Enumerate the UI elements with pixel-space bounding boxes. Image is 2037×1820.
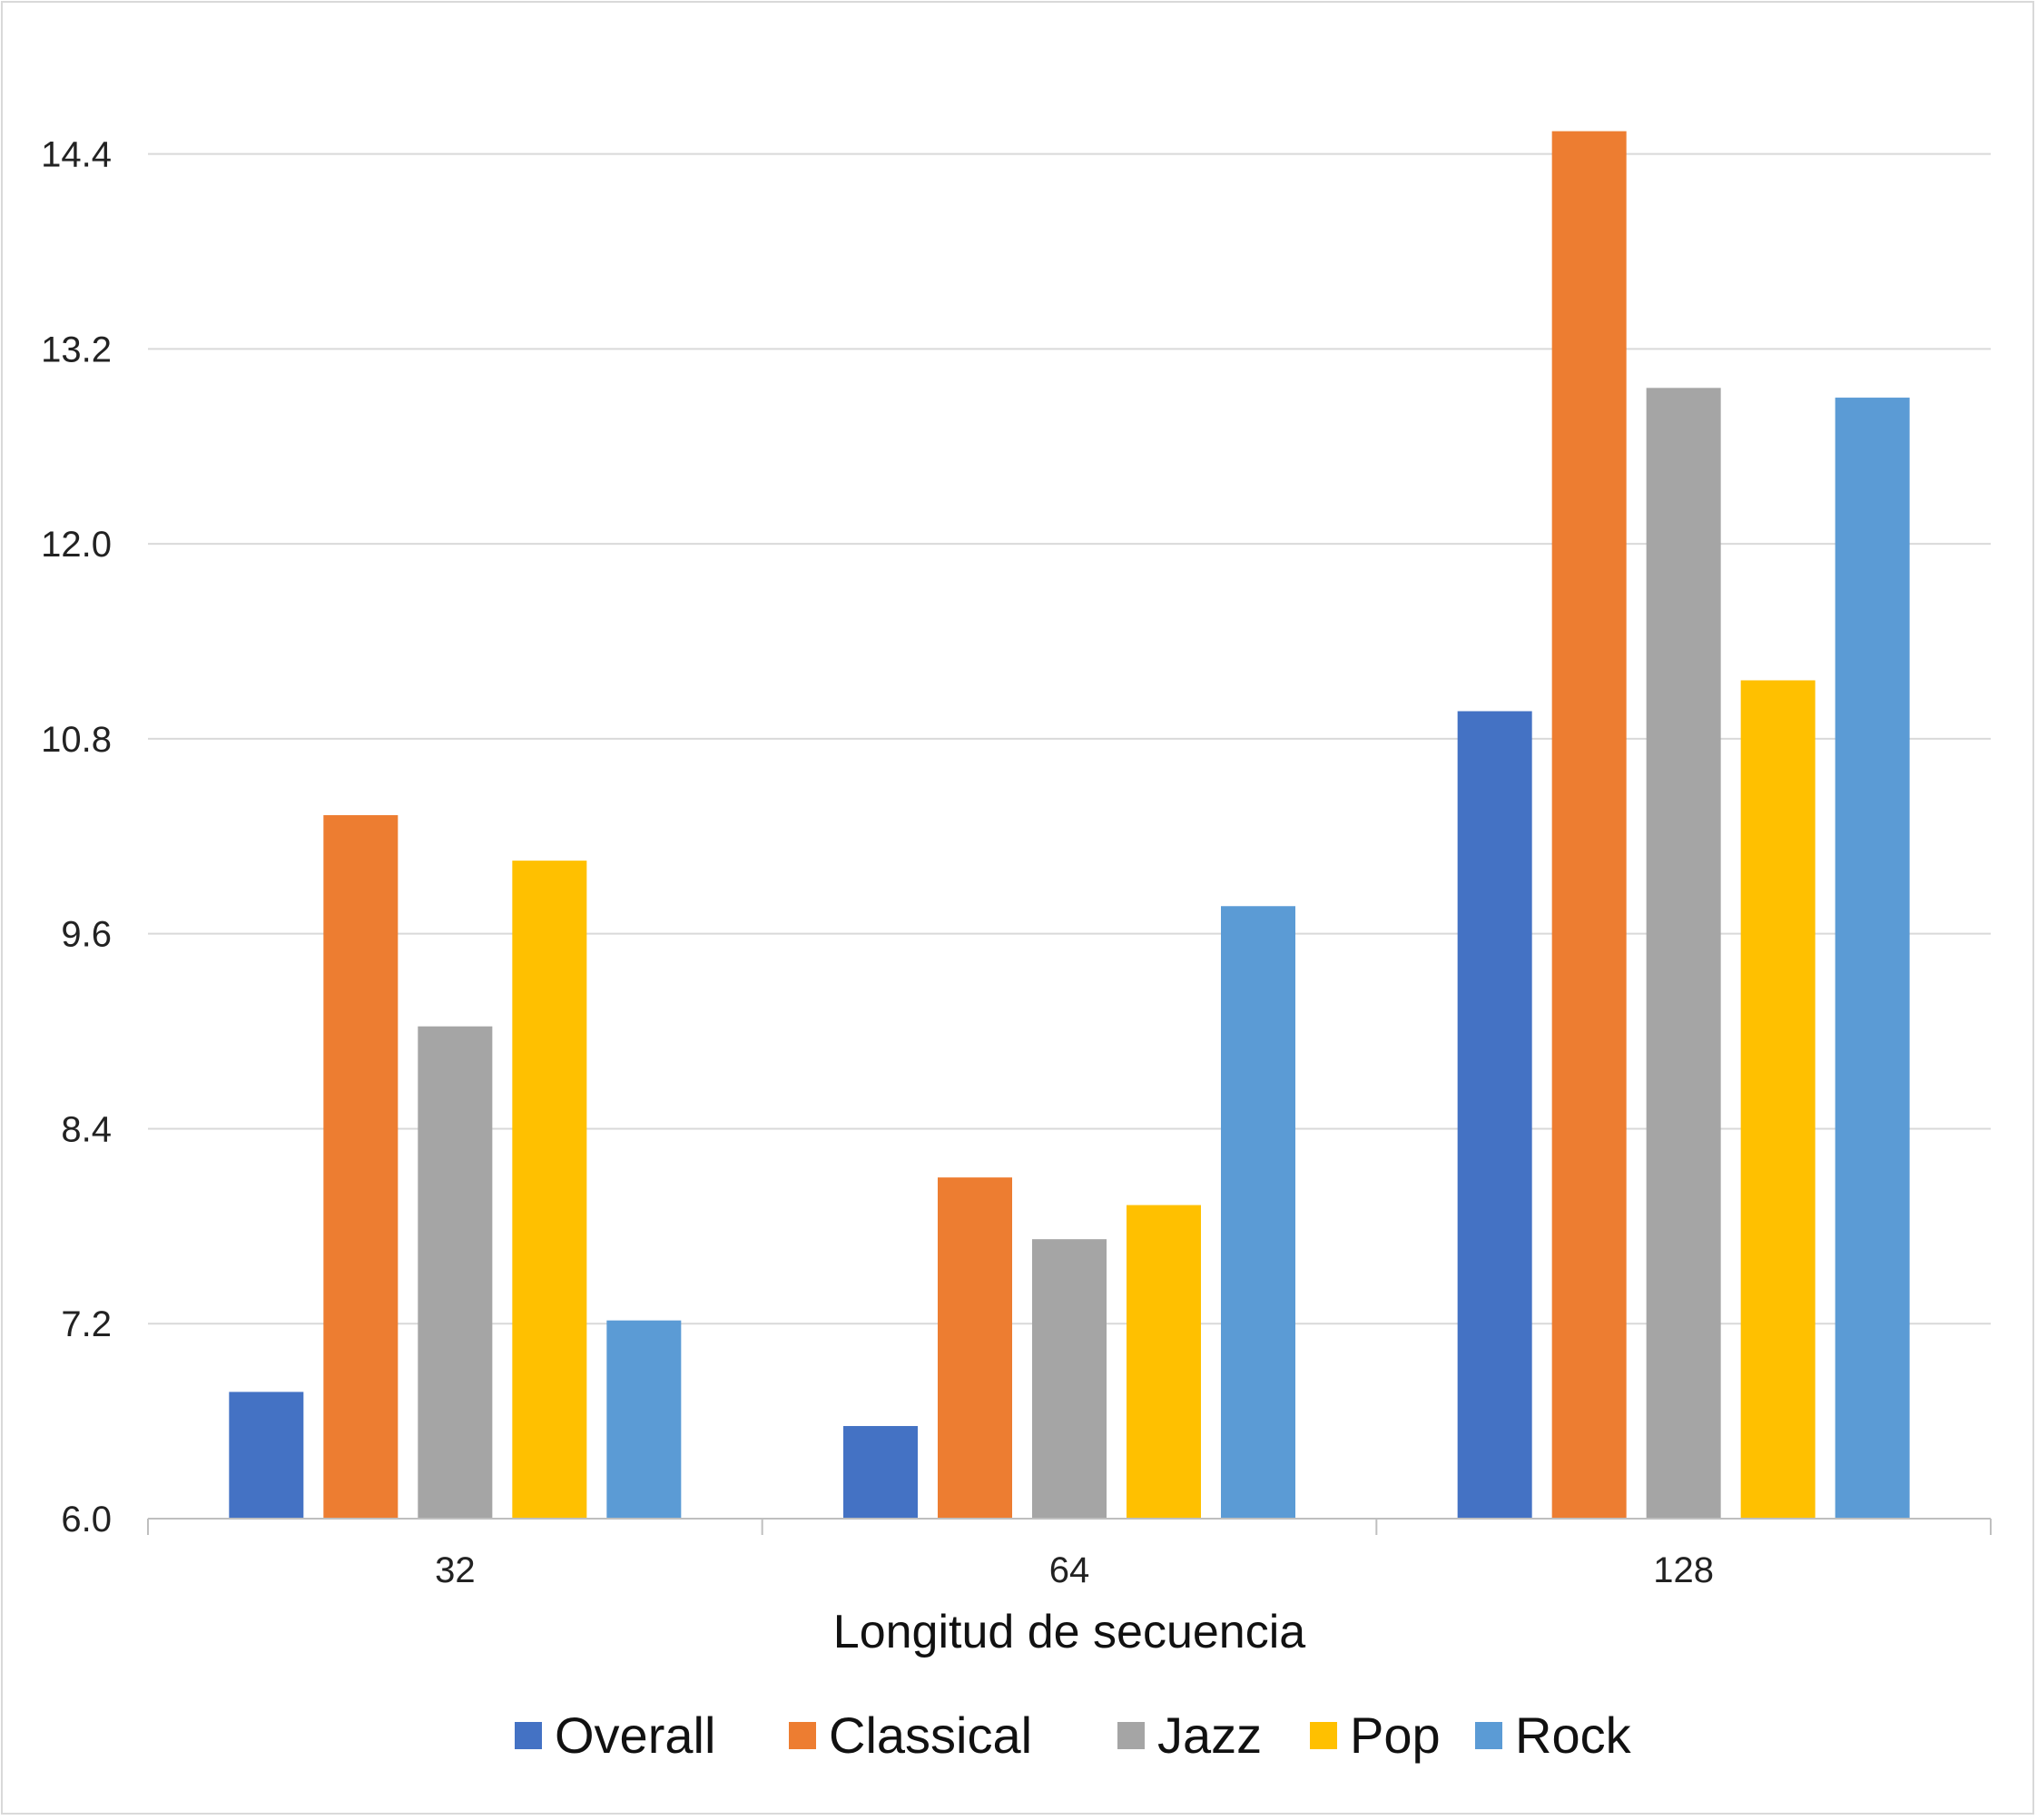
bar-rock-128 [1835,398,1910,1519]
y-tick-label: 12.0 [41,525,112,565]
y-tick-label: 6.0 [61,1500,112,1540]
bar-classical-128 [1551,131,1627,1520]
x-axis-title: Longitud de secuencia [833,1606,1305,1658]
legend-label-rock: Rock [1515,1707,1632,1764]
bar-classical-32 [323,815,399,1519]
bar-jazz-32 [418,1026,493,1519]
y-tick-label: 10.8 [41,720,112,760]
bar-rock-64 [1221,906,1295,1519]
legend-label-classical: Classical [829,1707,1032,1764]
y-tick-label: 14.4 [41,135,112,175]
bar-pop-32 [512,861,587,1519]
bar-rock-32 [606,1320,682,1519]
bar-jazz-64 [1032,1239,1107,1519]
legend-swatch-pop [1310,1722,1337,1749]
legend-swatch-classical [789,1722,816,1749]
y-tick-label: 9.6 [61,915,112,955]
legend-label-overall: Overall [555,1707,715,1764]
bar-chart: 6.0 7.2 8.4 9.6 10.8 12.0 13.2 14.4 32 64 128 Lon… [41,131,1992,1764]
y-tick-label: 13.2 [41,330,112,369]
y-tick-label: 8.4 [61,1109,112,1149]
x-tick-label: 128 [1653,1550,1714,1590]
bar-overall-64 [843,1425,918,1519]
bar-overall-128 [1457,711,1532,1519]
legend-label-pop: Pop [1350,1707,1441,1764]
y-axis-tick-labels: 6.0 7.2 8.4 9.6 10.8 12.0 13.2 14.4 [41,135,112,1540]
x-axis [147,1518,1992,1535]
legend-swatch-rock [1475,1722,1502,1749]
bars [229,131,1910,1520]
legend-swatch-overall [515,1722,542,1749]
x-tick-label: 64 [1049,1550,1090,1590]
bar-pop-128 [1740,680,1816,1519]
bar-overall-32 [229,1392,304,1519]
y-tick-label: 7.2 [61,1304,112,1344]
x-axis-tick-labels: 32 64 128 [435,1550,1714,1590]
legend-label-jazz: Jazz [1157,1707,1262,1764]
bar-jazz-128 [1646,388,1721,1520]
bar-pop-64 [1127,1205,1201,1519]
x-tick-label: 32 [435,1550,476,1590]
legend: Overall Classical Jazz Pop Rock [515,1707,1632,1764]
legend-swatch-jazz [1117,1722,1145,1749]
bar-classical-64 [938,1177,1012,1519]
